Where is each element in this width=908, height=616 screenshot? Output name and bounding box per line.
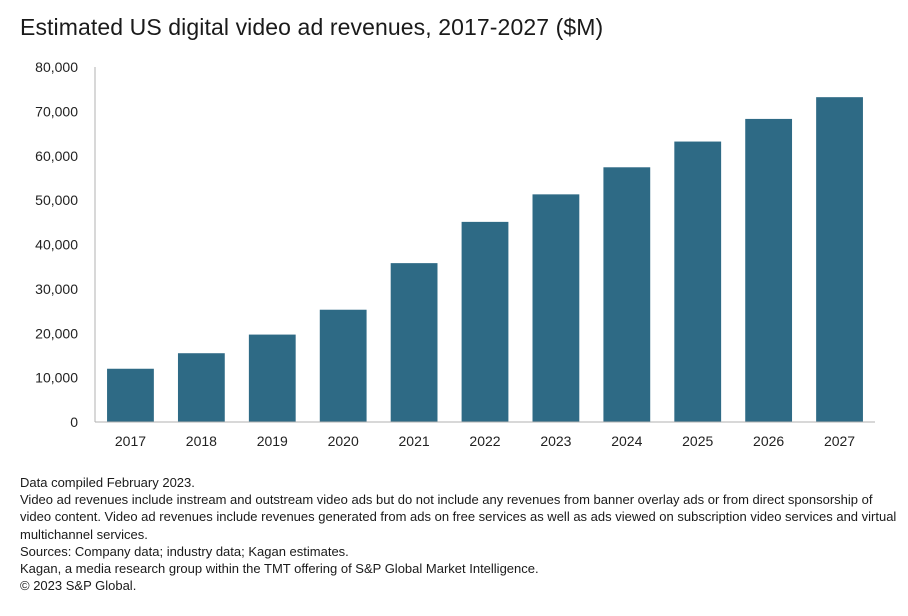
y-axis-ticks: 0 10,000 20,000 30,000 40,000 50,000 60,000 70,… [35, 59, 78, 430]
x-tick-label: 2022 [469, 433, 500, 449]
bar-2019 [248, 334, 296, 422]
bar-2027 [816, 97, 863, 423]
note-copyright: © 2023 S&P Global. [20, 578, 137, 594]
x-tick-label: 2023 [540, 433, 571, 449]
x-tick-label: 2025 [682, 433, 713, 449]
bar-chart: 0 10,000 20,000 30,000 40,000 50,000 60,000 70,… [35, 59, 875, 449]
bars-group [107, 97, 863, 423]
x-tick-label: 2026 [753, 433, 784, 449]
x-tick-label: 2018 [186, 433, 217, 449]
y-tick-label: 50,000 [35, 192, 78, 208]
y-tick-label: 80,000 [35, 59, 78, 75]
x-tick-label: 2020 [328, 433, 359, 449]
bar-2024 [603, 167, 651, 422]
x-tick-label: 2024 [611, 433, 642, 449]
note-sources: Sources: Company data; industry data; Ka… [20, 543, 349, 559]
bar-2022 [461, 221, 509, 422]
y-tick-label: 10,000 [35, 370, 78, 386]
bar-2025 [674, 141, 722, 423]
y-tick-label: 70,000 [35, 103, 78, 119]
x-axis-ticks: 2017 2018 2019 2020 2021 2022 2023 2024 2025 2026… [115, 433, 855, 449]
y-tick-label: 60,000 [35, 148, 78, 164]
y-tick-label: 30,000 [35, 281, 78, 297]
bar-2021 [390, 263, 438, 422]
bar-2017 [107, 368, 154, 422]
chart-title: Estimated US digital video ad revenues, … [20, 14, 604, 40]
chart-notes: Data compiled February 2023. Video ad re… [20, 474, 900, 594]
bar-2018 [177, 353, 225, 422]
y-tick-label: 20,000 [35, 325, 78, 341]
x-tick-label: 2017 [115, 433, 146, 449]
note-kagan: Kagan, a media research group within the… [20, 561, 539, 577]
bar-2026 [745, 118, 793, 422]
bar-2020 [319, 309, 367, 422]
x-tick-label: 2021 [399, 433, 430, 449]
y-tick-label: 40,000 [35, 237, 78, 253]
note-definition: Video ad revenues include instream and o… [20, 492, 897, 542]
x-tick-label: 2019 [257, 433, 288, 449]
x-tick-label: 2027 [824, 433, 855, 449]
note-compiled: Data compiled February 2023. [20, 475, 195, 490]
bar-2023 [532, 194, 580, 422]
y-tick-label: 0 [70, 414, 78, 430]
